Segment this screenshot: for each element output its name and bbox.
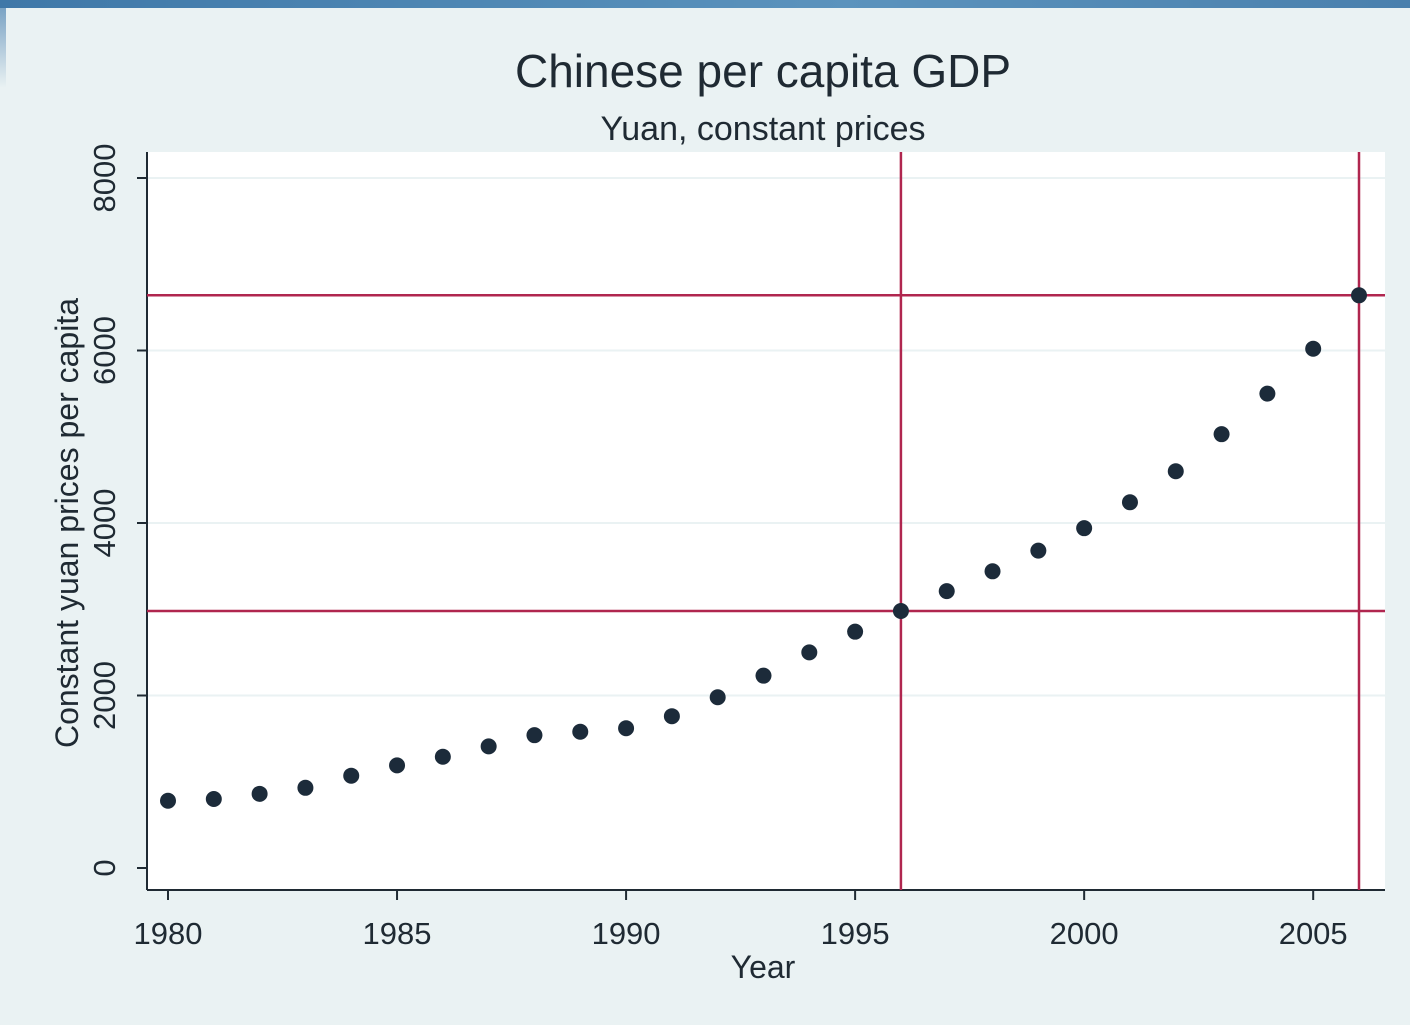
data-point-2000 [1076,520,1093,537]
grid-lines [147,177,1385,697]
chart-subtitle: Yuan, constant prices [600,110,925,148]
data-point-1983 [297,779,314,796]
data-point-1981 [205,791,222,807]
window-top-band [0,0,1410,8]
x-tick-label-2000: 2000 [1050,916,1119,951]
y-tick-label-6000: 6000 [87,316,122,385]
data-point-1988 [526,727,543,744]
data-point-1990 [618,720,635,737]
plot-area [147,152,1385,890]
data-point-1991 [663,708,680,725]
tick-labels: 0 2000 4000 6000 8000 1980 1985 1990 1995 2000 200… [87,144,1348,951]
x-tick-label-1985: 1985 [363,916,432,951]
data-point-1985 [389,757,406,774]
data-point-1998 [984,563,1001,580]
data-point-1987 [480,738,497,755]
data-point-1997 [938,583,955,600]
data-point-1992 [709,689,726,706]
data-point-2001 [1121,494,1138,511]
data-points [160,287,1367,809]
data-point-2004 [1259,385,1276,402]
data-point-1994 [801,644,818,661]
data-point-1984 [343,767,360,784]
y-tick-label-0: 0 [87,859,122,876]
axes [137,152,1385,900]
y-axis-label: Constant yuan prices per capita [49,298,85,748]
x-axis-label: Year [731,949,796,985]
data-point-1999 [1030,542,1047,559]
data-point-1986 [434,748,451,765]
data-point-1993 [755,667,772,684]
data-point-2002 [1167,463,1184,480]
x-tick-label-2005: 2005 [1279,916,1348,951]
x-tick-label-1990: 1990 [592,916,661,951]
data-point-2005 [1305,340,1322,357]
data-point-1989 [572,723,589,740]
y-tick-label-8000: 8000 [87,144,122,213]
data-point-2006 [1351,287,1367,304]
chart-title: Chinese per capita GDP [515,45,1011,97]
data-point-1995 [847,623,864,640]
y-tick-label-4000: 4000 [87,489,122,558]
y-tick-label-2000: 2000 [87,661,122,730]
reference-lines [147,152,1385,890]
data-point-1980 [160,792,176,809]
x-tick-label-1980: 1980 [134,916,203,951]
data-point-1996 [892,602,909,619]
data-point-2003 [1213,426,1230,443]
x-tick-label-1995: 1995 [821,916,890,951]
data-point-1982 [251,785,268,802]
window-left-shade [0,8,6,88]
